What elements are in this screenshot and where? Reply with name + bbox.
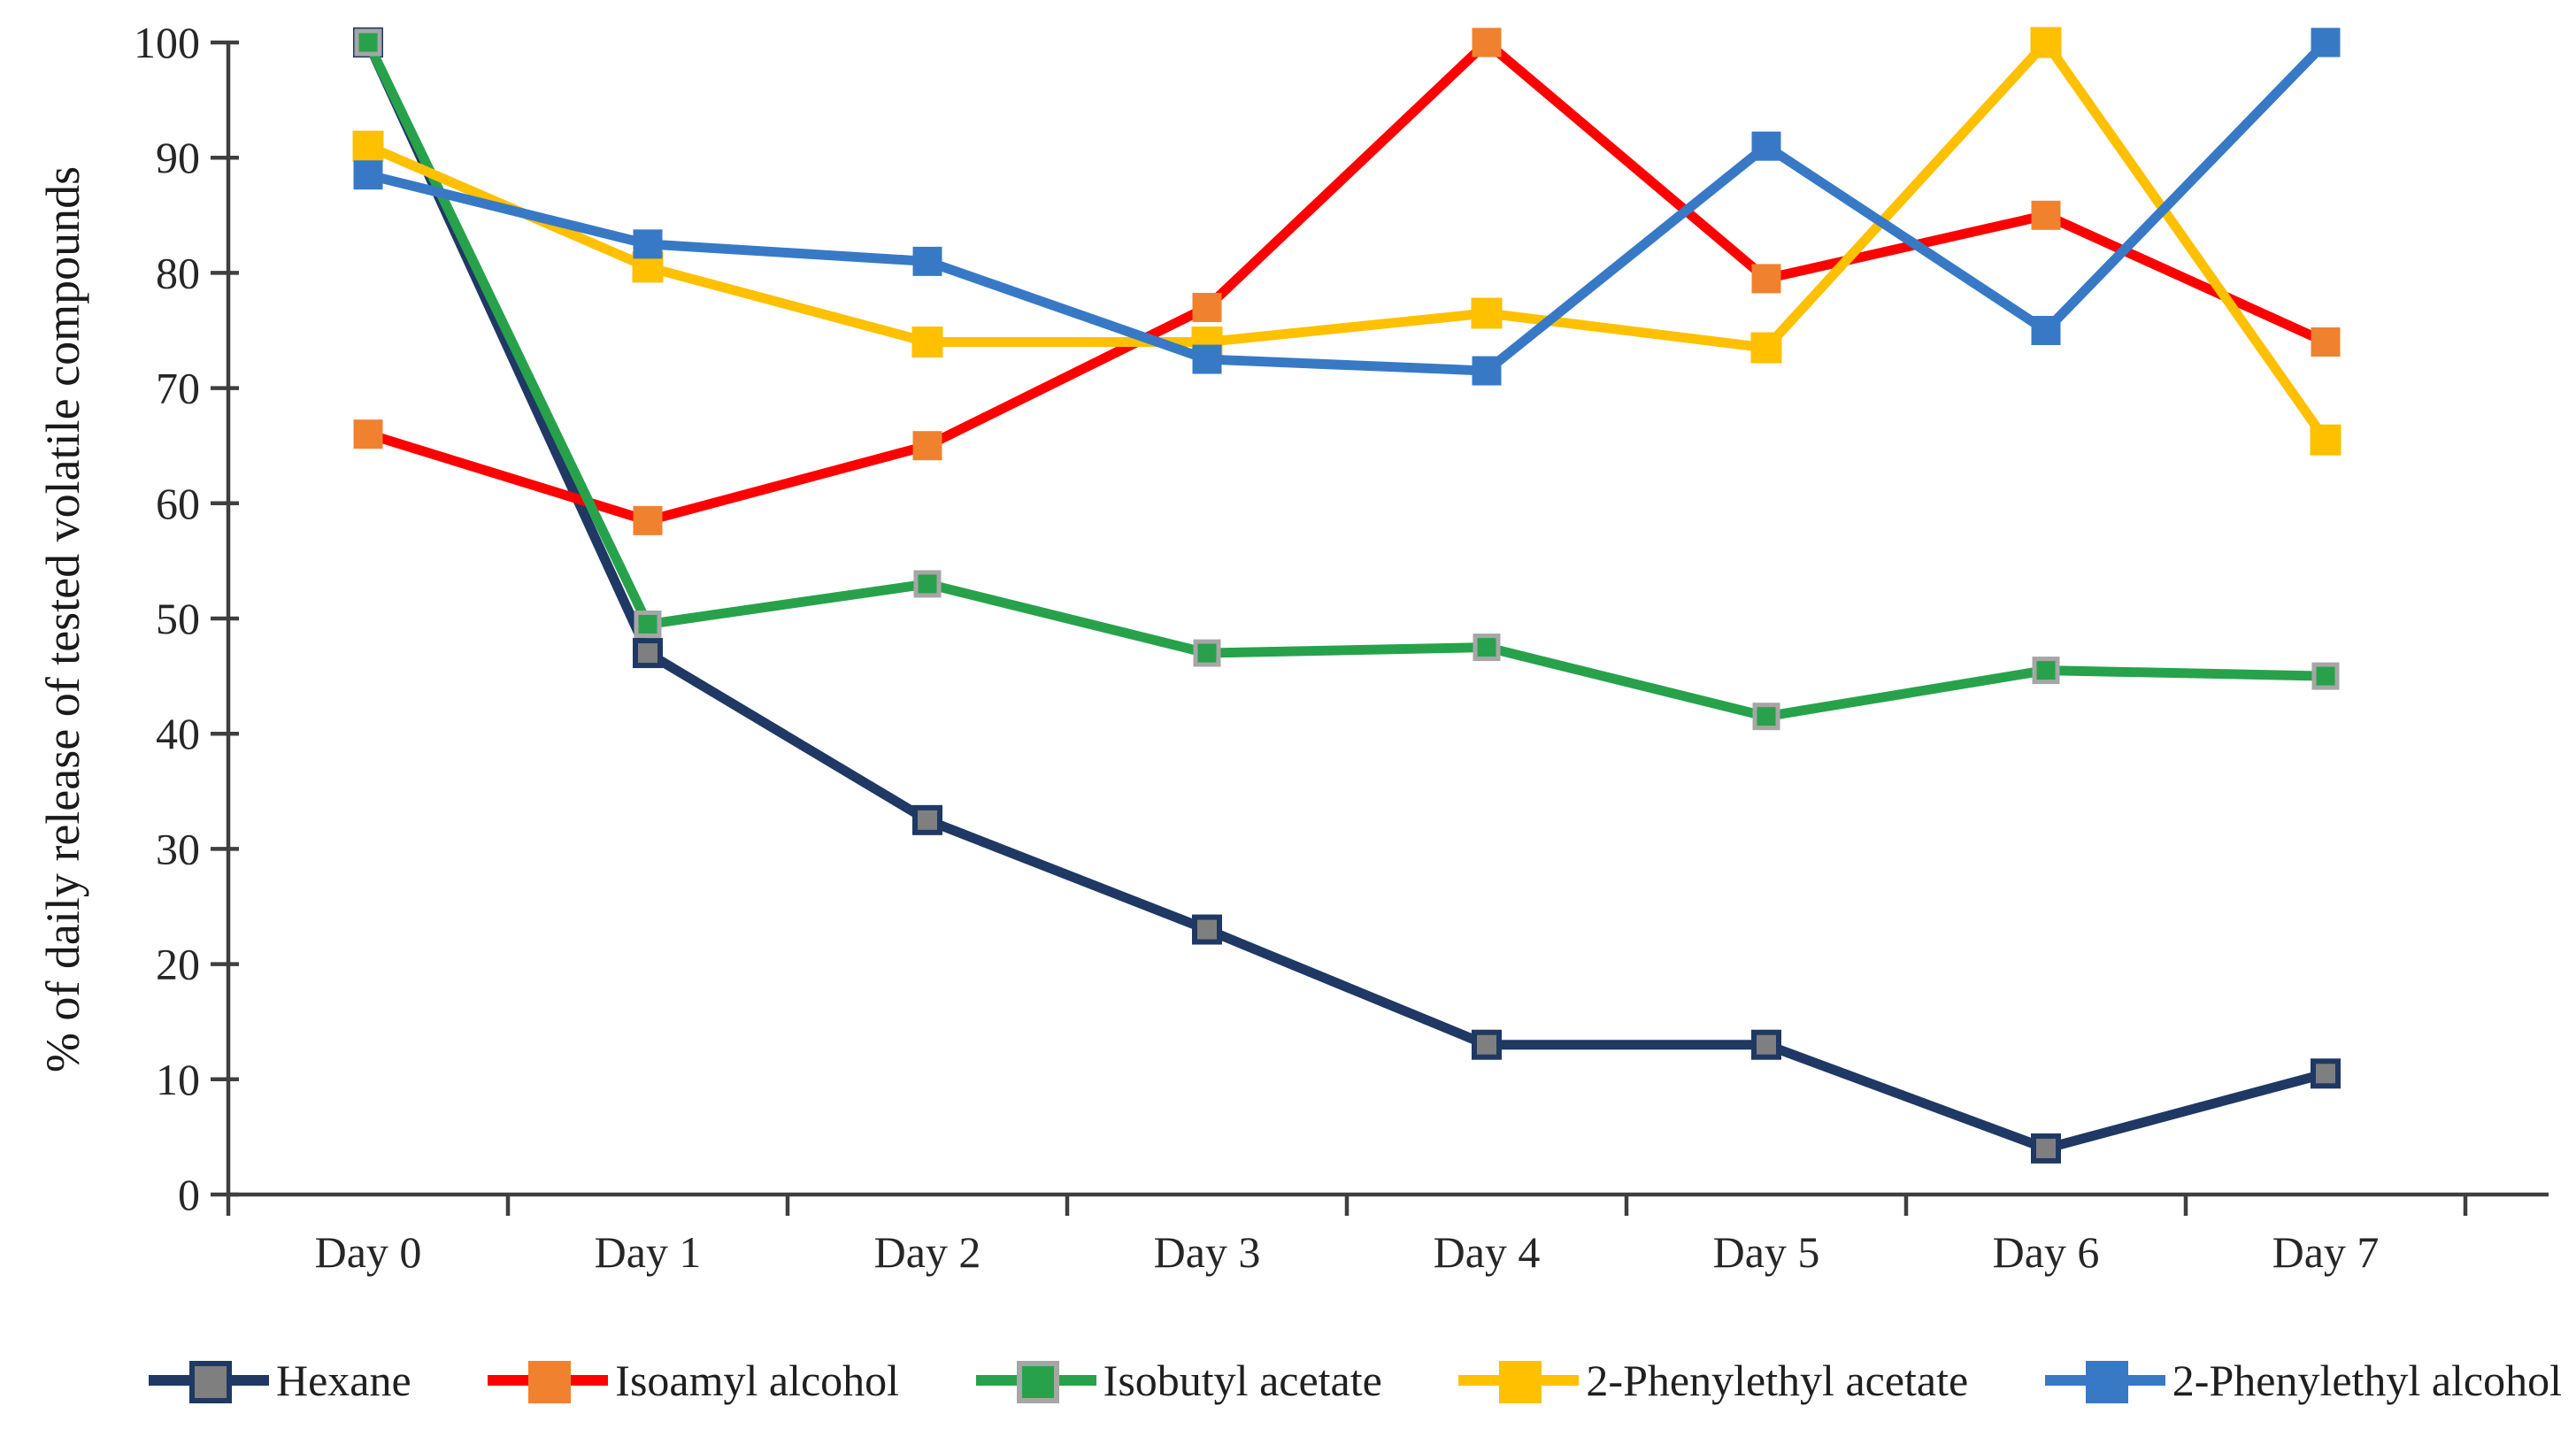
marker-isoamyl-alcohol-day6 bbox=[2031, 200, 2061, 230]
legend-square-icon bbox=[1016, 1361, 1059, 1403]
x-category-label: Day 4 bbox=[1434, 1227, 1541, 1277]
legend-label-isoamyl-alcohol: Isoamyl alcohol bbox=[615, 1356, 900, 1405]
marker-2-phenylethyl-alcohol-day0 bbox=[353, 160, 383, 190]
marker-isobutyl-acetate-day1 bbox=[634, 611, 662, 639]
y-tick-label: 0 bbox=[178, 1170, 200, 1219]
marker-hexane-day2 bbox=[912, 804, 942, 835]
marker-2-phenylethyl-acetate-day7 bbox=[2310, 424, 2341, 456]
x-category-label: Day 1 bbox=[595, 1227, 702, 1277]
x-category-label: Day 3 bbox=[1154, 1227, 1261, 1277]
y-tick-label: 80 bbox=[156, 248, 200, 297]
y-axis-title: % of daily release of tested volatile co… bbox=[36, 165, 89, 1073]
legend-item-2-phenylethyl-alcohol: 2-Phenylethyl alcohol bbox=[2044, 1355, 2562, 1406]
series-line-isoamyl-alcohol bbox=[363, 37, 2331, 526]
marker-isobutyl-acetate-day0 bbox=[354, 28, 382, 57]
legend-square-icon bbox=[1499, 1361, 1542, 1403]
marker-2-phenylethyl-acetate-day6 bbox=[2030, 27, 2062, 58]
chart-svg: 0 10 20 30 40 50 60 70 80 90 100 Day 0 Day 1 Day 2 Day… bbox=[134, 18, 2549, 1277]
x-category-label: Day 2 bbox=[874, 1227, 981, 1277]
marker-2-phenylethyl-acetate-day2 bbox=[911, 327, 943, 358]
y-tick-label: 60 bbox=[156, 479, 200, 528]
marker-2-phenylethyl-acetate-day4 bbox=[1471, 297, 1503, 329]
x-category-label: Day 5 bbox=[1713, 1227, 1820, 1277]
marker-2-phenylethyl-alcohol-day3 bbox=[1192, 344, 1222, 374]
legend-item-isoamyl-alcohol: Isoamyl alcohol bbox=[488, 1355, 899, 1406]
marker-isobutyl-acetate-day3 bbox=[1193, 639, 1221, 667]
y-tick-label: 30 bbox=[156, 824, 200, 873]
series-line-2-phenylethyl-acetate bbox=[363, 37, 2331, 445]
marker-isoamyl-alcohol-day3 bbox=[1192, 292, 1222, 322]
marker-2-phenylethyl-alcohol-day4 bbox=[1472, 356, 1502, 386]
marker-isoamyl-alcohol-day0 bbox=[353, 419, 383, 449]
legend-item-isobutyl-acetate: Isobutyl acetate bbox=[975, 1355, 1382, 1406]
marker-isobutyl-acetate-day2 bbox=[913, 570, 942, 598]
y-tick-label: 50 bbox=[156, 594, 200, 643]
legend-square-icon bbox=[189, 1361, 232, 1403]
legend-item-2-phenylethyl-acetate: 2-Phenylethyl acetate bbox=[1458, 1355, 1968, 1406]
series-line-hexane bbox=[363, 37, 2331, 1154]
marker-isobutyl-acetate-day7 bbox=[2311, 662, 2340, 690]
marker-hexane-day3 bbox=[1192, 914, 1222, 945]
marker-isoamyl-alcohol-day1 bbox=[633, 505, 663, 535]
legend-marker-isoamyl-alcohol bbox=[488, 1359, 609, 1403]
y-tick-label: 70 bbox=[156, 364, 200, 413]
marker-isoamyl-alcohol-day5 bbox=[1751, 264, 1781, 294]
series-line-isobutyl-acetate bbox=[363, 37, 2331, 722]
y-tick-label: 40 bbox=[156, 709, 200, 758]
marker-hexane-day4 bbox=[1472, 1029, 1502, 1060]
legend: Hexane Isoamyl alcohol Isobutyl acetate 2-P… bbox=[149, 1338, 2562, 1423]
y-tick-label: 90 bbox=[156, 133, 200, 182]
marker-hexane-day5 bbox=[1751, 1029, 1781, 1060]
legend-label-hexane: Hexane bbox=[276, 1356, 411, 1405]
legend-marker-isobutyl-acetate bbox=[975, 1359, 1096, 1403]
x-category-label: Day 6 bbox=[1993, 1227, 2100, 1277]
legend-square-icon bbox=[528, 1361, 572, 1403]
y-tick-label: 10 bbox=[156, 1055, 200, 1104]
marker-isoamyl-alcohol-day4 bbox=[1472, 27, 1502, 58]
marker-hexane-day7 bbox=[2311, 1058, 2341, 1089]
legend-marker-2-phenylethyl-acetate bbox=[1458, 1359, 1580, 1403]
legend-label-2-phenylethyl-alcohol: 2-Phenylethyl alcohol bbox=[2172, 1356, 2562, 1405]
marker-hexane-day1 bbox=[633, 638, 663, 669]
marker-isoamyl-alcohol-day7 bbox=[2311, 327, 2341, 357]
x-category-label: Day 7 bbox=[2272, 1227, 2380, 1277]
marker-2-phenylethyl-alcohol-day1 bbox=[633, 229, 663, 259]
x-category-label: Day 0 bbox=[315, 1227, 422, 1277]
marker-2-phenylethyl-acetate-day5 bbox=[1750, 332, 1782, 364]
legend-marker-hexane bbox=[149, 1359, 269, 1403]
legend-item-hexane: Hexane bbox=[149, 1355, 411, 1406]
series-line-2-phenylethyl-alcohol bbox=[363, 37, 2331, 376]
y-tick-label: 100 bbox=[134, 18, 200, 67]
legend-label-isobutyl-acetate: Isobutyl acetate bbox=[1103, 1356, 1382, 1405]
marker-isobutyl-acetate-day4 bbox=[1473, 634, 1501, 662]
axes bbox=[226, 42, 2549, 1197]
marker-2-phenylethyl-acetate-day0 bbox=[352, 130, 384, 162]
marker-2-phenylethyl-alcohol-day2 bbox=[912, 246, 942, 276]
marker-2-phenylethyl-alcohol-day6 bbox=[2031, 316, 2061, 345]
marker-hexane-day6 bbox=[2031, 1133, 2061, 1164]
legend-square-icon bbox=[2085, 1361, 2128, 1403]
marker-isobutyl-acetate-day5 bbox=[1752, 703, 1780, 731]
marker-isobutyl-acetate-day6 bbox=[2032, 657, 2060, 685]
legend-label-2-phenylethyl-acetate: 2-Phenylethyl acetate bbox=[1586, 1356, 1969, 1405]
marker-2-phenylethyl-alcohol-day7 bbox=[2311, 27, 2341, 58]
y-tick-label: 20 bbox=[156, 940, 200, 989]
marker-isoamyl-alcohol-day2 bbox=[912, 431, 942, 461]
legend-marker-2-phenylethyl-alcohol bbox=[2044, 1359, 2165, 1403]
marker-2-phenylethyl-alcohol-day5 bbox=[1751, 131, 1781, 161]
